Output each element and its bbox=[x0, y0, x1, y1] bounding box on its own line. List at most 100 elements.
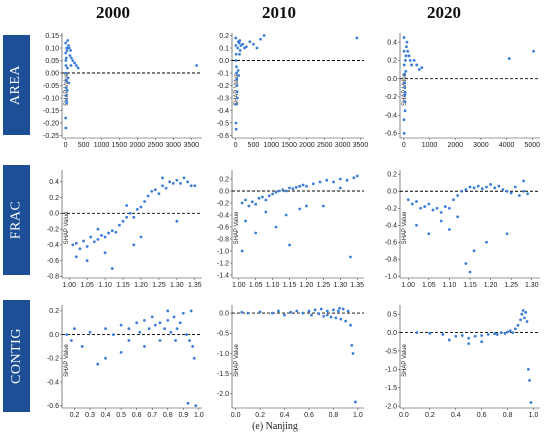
scatter-point bbox=[96, 237, 100, 241]
scatter-point bbox=[82, 239, 85, 243]
scatter-point bbox=[283, 313, 286, 317]
scatter-point bbox=[66, 39, 70, 42]
scatter-point bbox=[234, 127, 238, 131]
scatter-point bbox=[158, 339, 162, 342]
scatter-point bbox=[119, 350, 123, 354]
x-tick-label: 1.10 bbox=[443, 282, 457, 289]
x-tick-label: 1.05 bbox=[422, 282, 436, 289]
y-tick-label: -0.2 bbox=[47, 356, 59, 363]
column-header-2000: 2000 bbox=[96, 3, 130, 22]
scatter-point bbox=[415, 200, 418, 203]
scatter-point bbox=[74, 64, 78, 67]
scatter-point bbox=[64, 86, 68, 90]
scatter-point bbox=[103, 251, 107, 255]
y-tick-label: 0.4 bbox=[387, 39, 397, 46]
x-tick-label: 1.20 bbox=[484, 282, 498, 289]
scatter-point bbox=[480, 340, 484, 344]
scatter-point bbox=[310, 313, 313, 317]
y-tick-label: -0.6 bbox=[47, 258, 59, 265]
x-tick-label: 0.2 bbox=[255, 412, 265, 419]
y-tick-label: -0.8 bbox=[385, 257, 397, 264]
x-tick-label: 0.4 bbox=[451, 412, 461, 419]
scatter-point bbox=[234, 121, 238, 125]
scatter-point bbox=[73, 327, 76, 331]
x-tick-label: 1.05 bbox=[80, 282, 94, 289]
y-tick-label: -0.1 bbox=[217, 70, 229, 77]
scatter-point bbox=[186, 180, 190, 184]
scatter-point bbox=[281, 188, 285, 192]
scatter-point bbox=[524, 310, 528, 314]
scatter-point bbox=[71, 243, 75, 247]
scatter-point bbox=[143, 318, 146, 322]
x-tick-label: 4000 bbox=[499, 142, 515, 149]
scatter-point bbox=[64, 116, 68, 120]
scatter-point bbox=[67, 44, 70, 47]
scatter-point bbox=[244, 219, 247, 223]
scatter-point bbox=[76, 66, 80, 70]
scatter-point bbox=[65, 101, 69, 105]
scatter-point bbox=[119, 323, 123, 327]
x-tick-label: 2500 bbox=[317, 142, 333, 149]
x-tick-label: 0.5 bbox=[116, 412, 126, 419]
x-tick-label: 0.8 bbox=[503, 412, 513, 419]
scatter-point bbox=[64, 94, 68, 97]
scatter-point bbox=[186, 401, 190, 405]
scatter-point bbox=[405, 45, 408, 49]
scatter-point bbox=[161, 176, 164, 180]
y-tick-label: -1.5 bbox=[385, 385, 397, 392]
scatter-point bbox=[513, 185, 517, 189]
scatter-point bbox=[505, 189, 509, 193]
scatter-point bbox=[284, 189, 288, 193]
y-axis-label: SHAP Value bbox=[402, 211, 408, 244]
scatter-point bbox=[467, 336, 471, 340]
scatter-point bbox=[132, 243, 136, 247]
row-label-contig-text: CONTIG bbox=[8, 328, 24, 384]
scatter-point bbox=[338, 177, 342, 181]
x-tick-label: 1.0 bbox=[194, 412, 204, 419]
scatter-point bbox=[452, 198, 455, 202]
scatter-point bbox=[69, 64, 73, 67]
x-tick-label: 0.2 bbox=[70, 412, 80, 419]
scatter-point bbox=[64, 51, 68, 55]
x-tick-label: 1.10 bbox=[266, 282, 280, 289]
scatter-point bbox=[138, 330, 142, 334]
panel-area-2010: 0 500 1000 1500 2000 2500 3000 3500 0.2 0.1 0.0 -0.… bbox=[217, 33, 369, 149]
scatter-point bbox=[191, 345, 195, 348]
scatter-point bbox=[505, 232, 509, 236]
x-tick-label: 1000 bbox=[422, 142, 438, 149]
scatter-point bbox=[89, 235, 93, 239]
scatter-point bbox=[171, 182, 175, 185]
scatter-point bbox=[241, 42, 245, 46]
scatter-point bbox=[237, 41, 241, 45]
y-tick-label: -0.5 bbox=[217, 120, 229, 127]
scatter-point bbox=[402, 36, 406, 39]
x-tick-label: 1.15 bbox=[463, 282, 477, 289]
scatter-point bbox=[64, 41, 68, 45]
scatter-point bbox=[264, 198, 268, 202]
scatter-point bbox=[321, 204, 325, 208]
scatter-point bbox=[66, 76, 70, 80]
y-tick-label: 0.2 bbox=[219, 33, 229, 40]
scatter-point bbox=[166, 309, 170, 313]
x-tick-label: 0.6 bbox=[304, 412, 314, 419]
scatter-point bbox=[257, 196, 261, 200]
scatter-point bbox=[153, 323, 157, 327]
scatter-point bbox=[147, 327, 151, 331]
scatter-point bbox=[464, 188, 468, 191]
panel-area-2000: 0 500 1000 1500 2000 2500 3000 3500 0.15 0.10 0.05… bbox=[43, 33, 202, 149]
scatter-point bbox=[264, 210, 268, 214]
scatter-point bbox=[532, 49, 535, 53]
scatter-point bbox=[64, 64, 68, 67]
y-tick-label: 0.00 bbox=[45, 70, 59, 77]
scatter-point bbox=[468, 185, 472, 189]
x-tick-label: 3500 bbox=[353, 142, 369, 149]
y-tick-label: -2.0 bbox=[385, 403, 397, 410]
y-tick-label: -1.4 bbox=[217, 272, 229, 279]
scatter-point bbox=[175, 327, 179, 331]
scatter-point bbox=[235, 71, 239, 75]
scatter-point bbox=[351, 352, 355, 355]
x-tick-label: 0.8 bbox=[329, 412, 339, 419]
x-tick-label: 0.6 bbox=[477, 412, 487, 419]
y-tick-label: -1.5 bbox=[217, 371, 229, 378]
y-tick-label: 0.1 bbox=[219, 45, 229, 52]
